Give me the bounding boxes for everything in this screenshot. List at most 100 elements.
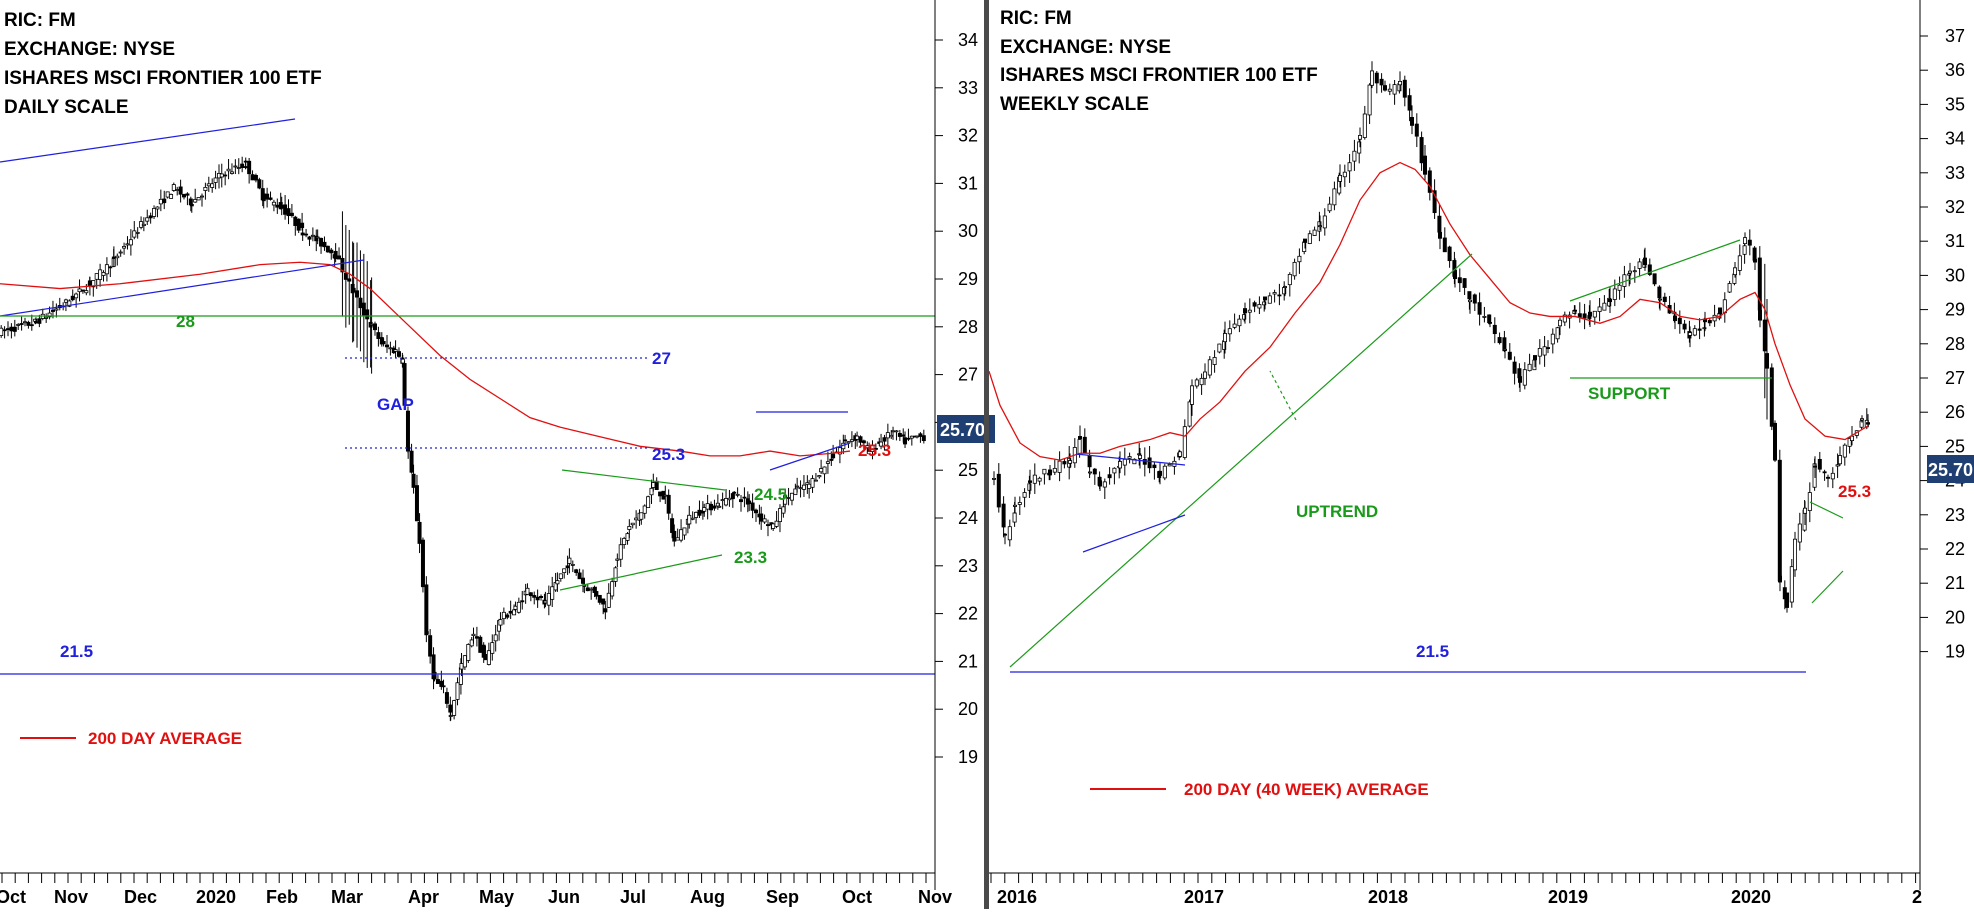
weekly-price-bar — [1847, 437, 1852, 454]
weekly-price-bar — [1247, 298, 1252, 324]
weekly-price-bar — [1637, 258, 1642, 277]
weekly-price-bar — [1662, 292, 1667, 307]
weekly-price-bar — [1423, 144, 1428, 181]
daily-price-bar — [606, 583, 611, 609]
daily-price-bar — [646, 495, 651, 509]
daily-price-bar — [148, 212, 153, 224]
daily-price-bar — [29, 314, 34, 331]
weekly-scale-text: WEEKLY SCALE — [1000, 94, 1149, 115]
daily-upper-channel-line — [0, 118, 296, 163]
daily-triangle-upper-line — [561, 469, 726, 491]
weekly-price-bar — [1243, 302, 1248, 324]
weekly-price-bar — [1769, 363, 1774, 431]
weekly-y-tick-label: 20 — [1945, 607, 1965, 627]
daily-price-bar — [594, 586, 599, 600]
daily-price-bar — [343, 225, 348, 328]
weekly-price-bar — [1217, 343, 1222, 354]
daily-x-tick-label: Nov — [54, 887, 88, 907]
daily-price-bar — [16, 323, 21, 330]
weekly-flag-upper-line — [1809, 501, 1844, 519]
daily-price-bar — [145, 209, 150, 226]
daily-price-bar — [452, 699, 457, 720]
weekly-price-bar — [1807, 482, 1812, 523]
weekly-price-bar — [1789, 558, 1794, 608]
daily-price-bar — [574, 568, 579, 576]
weekly-x-tick-label: 2020 — [1731, 887, 1771, 907]
weekly-y-tick-label: 37 — [1945, 26, 1965, 46]
weekly-x-axis: 2016 2017 2018 2019 2020 2 — [989, 872, 1922, 907]
daily-x-tick-label: Oct — [0, 887, 26, 907]
daily-price-bar — [858, 435, 863, 447]
weekly-price-bar — [1582, 303, 1587, 330]
daily-price-bar — [193, 188, 198, 203]
daily-price-bar — [627, 519, 632, 539]
weekly-price-bar — [1267, 292, 1272, 304]
weekly-fund-name-text: ISHARES MSCI FRONTIER 100 ETF — [1000, 65, 1318, 86]
daily-price-bar — [104, 257, 109, 282]
daily-price-bar — [396, 347, 401, 358]
weekly-x-tick-label: 2019 — [1548, 887, 1588, 907]
weekly-y-tick-label: 22 — [1945, 539, 1965, 559]
daily-price-bar — [128, 229, 133, 256]
daily-x-tick-label: Dec — [124, 887, 157, 907]
weekly-price-bar — [1707, 317, 1712, 327]
daily-price-bar — [528, 592, 533, 602]
daily-price-bar — [361, 253, 366, 363]
daily-price-bar — [12, 319, 17, 337]
daily-price-bar — [236, 158, 241, 175]
weekly-price-bar — [1442, 227, 1447, 253]
weekly-price-bar — [1327, 196, 1332, 213]
weekly-price-bar — [1383, 80, 1388, 92]
daily-price-bar — [921, 429, 926, 444]
weekly-price-bar — [1427, 167, 1432, 201]
daily-x-tick-label: 2020 — [196, 887, 236, 907]
daily-price-bar — [724, 489, 729, 507]
weekly-price-bar — [1042, 468, 1047, 485]
daily-price-bar — [381, 338, 386, 347]
weekly-price-bar — [996, 463, 1001, 513]
weekly-price-bar — [1562, 311, 1567, 326]
panel-divider — [984, 0, 989, 909]
weekly-price-bar — [1190, 379, 1195, 416]
daily-price-bar — [441, 679, 446, 694]
weekly-price-bar — [1518, 371, 1523, 392]
weekly-price-bar — [1632, 266, 1637, 283]
weekly-price-bar — [1860, 415, 1865, 423]
daily-price-bar — [91, 280, 96, 297]
weekly-y-tick-label: 19 — [1945, 642, 1965, 662]
weekly-y-tick-label: 21 — [1945, 573, 1965, 593]
daily-price-bar — [750, 493, 755, 519]
weekly-price-bar — [1142, 447, 1147, 477]
daily-price-bar — [247, 157, 252, 184]
weekly-price-bar — [1127, 452, 1132, 464]
weekly-price-bar — [1152, 461, 1157, 480]
daily-price-bar — [505, 613, 510, 620]
daily-price-bar — [444, 687, 449, 709]
weekly-price-bar — [1822, 469, 1827, 481]
daily-x-tick-label: Sep — [766, 887, 799, 907]
daily-price-bar — [801, 475, 806, 497]
weekly-price-bar — [1522, 362, 1527, 390]
daily-level-24-5-label: 24.5 — [754, 485, 787, 504]
weekly-price-bar — [1297, 248, 1302, 274]
weekly-price-bar — [1102, 478, 1107, 499]
weekly-price-bar — [1512, 356, 1517, 385]
daily-exchange-text: EXCHANGE: NYSE — [4, 39, 175, 60]
daily-price-bar — [478, 635, 483, 653]
weekly-price-bar — [1098, 476, 1103, 492]
weekly-price-bar — [1607, 288, 1612, 307]
weekly-price-bar — [1457, 268, 1462, 293]
weekly-y-tick-label: 35 — [1945, 94, 1965, 114]
daily-x-tick-label: Jul — [620, 887, 646, 907]
weekly-price-bar — [1387, 83, 1392, 96]
daily-price-bar — [613, 566, 618, 587]
daily-price-bar — [777, 504, 782, 533]
daily-price-bar — [558, 573, 563, 582]
daily-price-bar — [690, 511, 695, 521]
weekly-price-bar — [1088, 471, 1093, 476]
weekly-price-bar — [1555, 326, 1560, 343]
weekly-price-bar — [1277, 283, 1282, 306]
daily-price-bar — [44, 313, 49, 323]
daily-price-bar — [630, 522, 635, 529]
weekly-price-bar — [1112, 467, 1117, 485]
